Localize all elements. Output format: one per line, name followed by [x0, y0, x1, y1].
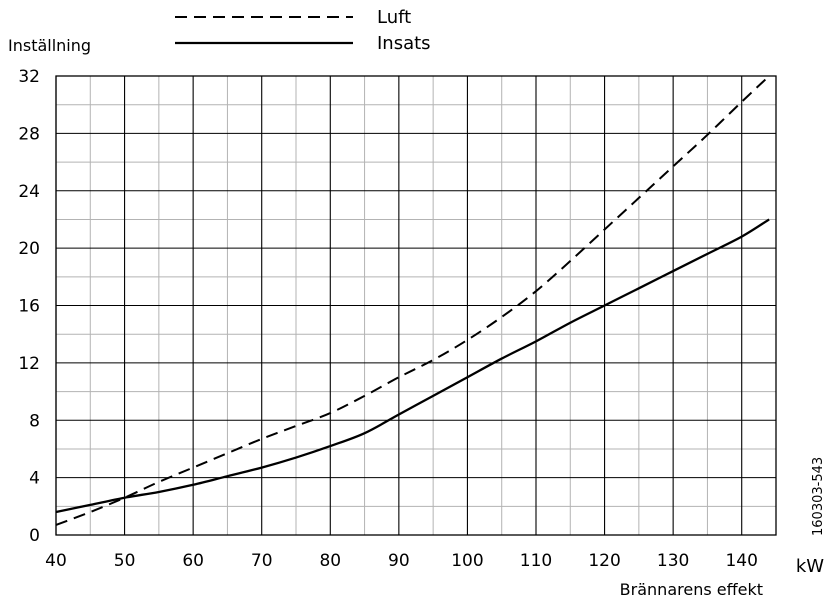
x-tick-label: 130 [657, 551, 689, 571]
legend: Luft Insats [175, 7, 431, 54]
y-tick-label: 16 [18, 297, 40, 317]
y-tick-label: 12 [18, 354, 40, 374]
y-tick-label: 32 [18, 67, 40, 87]
x-tick-label: 70 [251, 551, 273, 571]
y-tick-label: 28 [18, 124, 40, 144]
x-tick-label: 80 [319, 551, 341, 571]
y-tick-label: 0 [29, 526, 40, 546]
x-tick-label: 120 [588, 551, 620, 571]
y-axis-title: Inställning [8, 36, 91, 55]
x-tick-label: 110 [520, 551, 552, 571]
figure-code: 160303-543 [811, 457, 826, 536]
series-line-insats [55, 218, 770, 514]
y-tick-label: 4 [29, 469, 40, 489]
legend-label-insats: Insats [377, 33, 431, 54]
x-tick-label: 140 [725, 551, 757, 571]
x-tick-label: 100 [451, 551, 483, 571]
x-axis-title: Brännarens effekt [620, 580, 763, 599]
x-tick-labels: 40 50 60 70 80 90 100 110 120 130 140 [45, 551, 758, 571]
legend-label-luft: Luft [377, 7, 411, 28]
y-tick-label: 24 [18, 182, 40, 202]
y-tick-labels: 0 4 8 12 16 20 24 28 32 [18, 67, 40, 546]
x-tick-label: 60 [182, 551, 204, 571]
x-axis-unit: kW [796, 556, 824, 577]
x-tick-label: 90 [388, 551, 410, 571]
plot-frame [55, 75, 777, 536]
y-tick-label: 20 [18, 239, 40, 259]
x-tick-label: 40 [45, 551, 67, 571]
y-tick-label: 8 [29, 411, 40, 431]
series-layer [55, 75, 770, 526]
x-tick-label: 50 [114, 551, 136, 571]
